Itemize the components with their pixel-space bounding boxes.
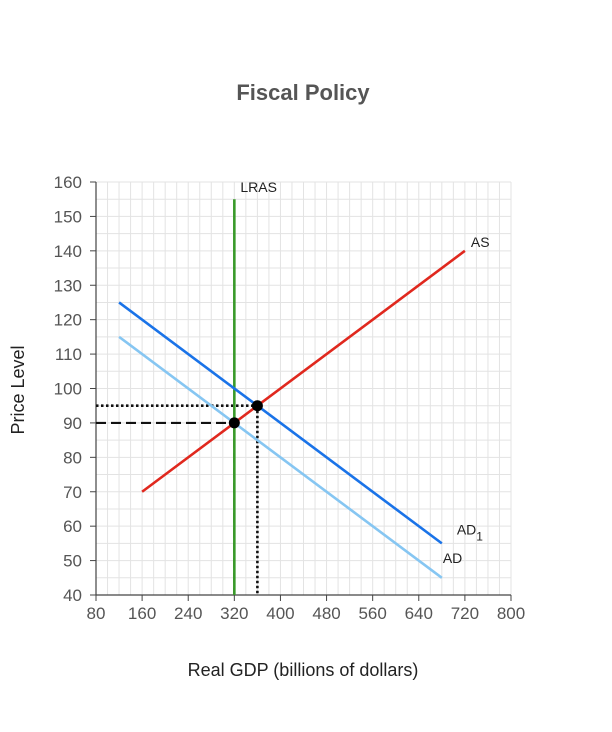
- series-AD1-line: [118, 301, 443, 545]
- grid: [95, 181, 512, 596]
- y-tick-label: 80: [63, 448, 82, 467]
- label-as: AS: [471, 234, 490, 250]
- x-tick-label: 320: [220, 604, 248, 623]
- x-axis-title: Real GDP (billions of dollars): [188, 660, 419, 680]
- x-tick-label: 480: [312, 604, 340, 623]
- chart-title: Fiscal Policy: [236, 80, 370, 105]
- equilibrium-points: [228, 400, 263, 429]
- label-lras: LRAS: [240, 179, 277, 195]
- x-tick-label: 720: [451, 604, 479, 623]
- y-tick-label: 130: [54, 276, 82, 295]
- x-tick-label: 240: [174, 604, 202, 623]
- axes: 80 160 240 320 400 480 560 640 720 800 40 50 60 70 80 9…: [54, 173, 526, 623]
- equilibrium-point-2: [251, 400, 263, 412]
- y-tick-label: 160: [54, 173, 82, 192]
- y-tick-label: 40: [63, 586, 82, 605]
- label-ad1: AD1: [457, 521, 483, 543]
- y-tick-label: 70: [63, 483, 82, 502]
- series-AD-line: [118, 335, 443, 579]
- label-ad: AD: [443, 550, 462, 566]
- y-axis-title: Price Level: [8, 345, 28, 434]
- series-lines: [118, 199, 466, 595]
- y-tick-label: 150: [54, 207, 82, 226]
- curve-labels: LRAS AS AD1 AD: [240, 179, 489, 566]
- x-tick-label: 160: [128, 604, 156, 623]
- y-tick-label: 50: [63, 552, 82, 571]
- series-AS-line: [141, 249, 466, 493]
- y-tick-label: 110: [55, 345, 82, 364]
- y-tick-label: 140: [54, 242, 82, 261]
- label-ad1-subscript: 1: [476, 529, 483, 543]
- x-tick-label: 400: [266, 604, 294, 623]
- equilibrium-point-1: [228, 417, 240, 429]
- x-tick-label: 80: [87, 604, 106, 623]
- x-tick-label: 560: [358, 604, 386, 623]
- y-tick-label: 120: [54, 311, 82, 330]
- y-tick-label: 90: [63, 414, 82, 433]
- x-tick-label: 640: [405, 604, 433, 623]
- y-tick-label: 60: [63, 517, 82, 536]
- x-tick-label: 800: [497, 604, 525, 623]
- y-tick-label: 100: [54, 380, 82, 399]
